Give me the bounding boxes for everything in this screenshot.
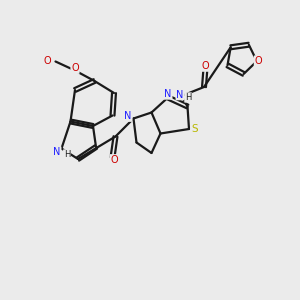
Text: O: O [110, 155, 118, 165]
Text: O: O [44, 56, 51, 67]
Text: H: H [185, 93, 191, 102]
Text: O: O [71, 63, 79, 73]
Text: H: H [64, 150, 70, 159]
Text: N: N [53, 147, 61, 157]
Text: O: O [202, 61, 209, 71]
Text: N: N [176, 89, 184, 100]
Text: N: N [164, 89, 172, 99]
Text: S: S [191, 124, 198, 134]
Text: O: O [255, 56, 262, 66]
Text: N: N [124, 111, 132, 121]
